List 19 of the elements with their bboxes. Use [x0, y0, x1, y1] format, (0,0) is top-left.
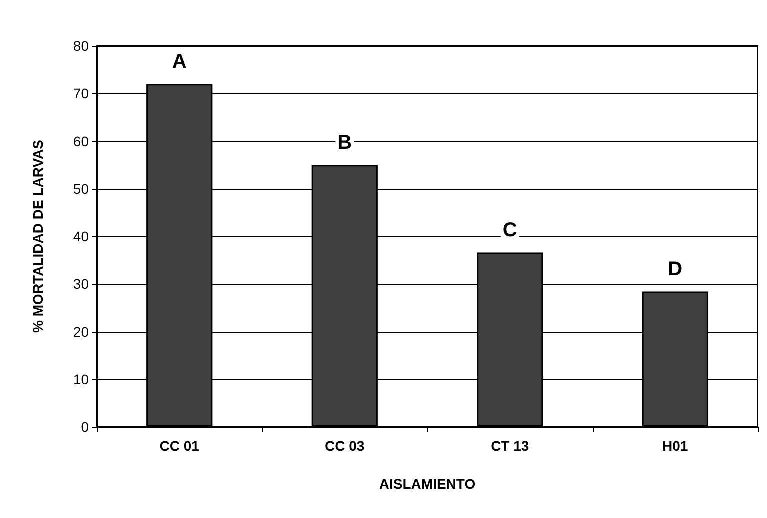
y-tick-label: 30	[73, 276, 90, 292]
y-axis-title: % MORTALIDAD DE LARVAS	[30, 140, 46, 333]
y-tick-label: 60	[73, 133, 90, 150]
y-tick-label: 40	[73, 228, 90, 244]
x-tick-label: CT 13	[491, 438, 530, 454]
annotation: B	[338, 132, 352, 154]
y-tick-label: 70	[73, 86, 90, 102]
annotation: A	[172, 51, 187, 74]
x-tick-label: CC 01	[160, 438, 200, 454]
x-tick-label: CC 03	[325, 438, 365, 454]
annotation: D	[668, 258, 683, 281]
x-tick-label: H01	[662, 438, 688, 454]
y-tick-label: 10	[73, 371, 90, 388]
y-tick-label: 80	[73, 38, 90, 54]
y-tick-label: 50	[73, 180, 90, 197]
y-tick-label: 0	[81, 419, 90, 435]
x-axis-title: AISLAMIENTO	[379, 476, 476, 492]
annotation: C	[502, 220, 518, 242]
y-tick-label: 20	[73, 324, 90, 340]
